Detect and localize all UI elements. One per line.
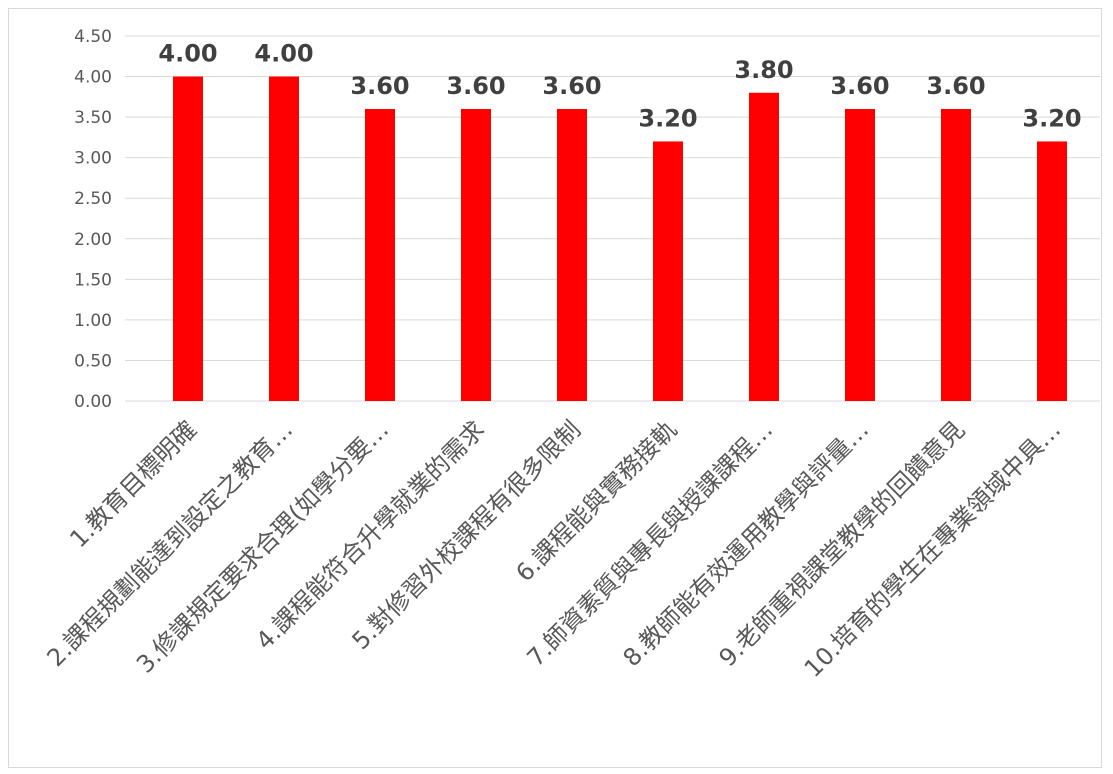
- y-tick-label: 1.50: [74, 270, 112, 290]
- data-label: 3.60: [350, 72, 409, 100]
- bars: [173, 76, 1067, 402]
- bar: [365, 109, 395, 401]
- bar: [1037, 141, 1067, 401]
- x-axis-labels: 1.教育目標明確2.課程規劃能達到設定之教育…3.修課規定要求合理(如學分要…4…: [42, 415, 1067, 682]
- y-tick-label: 0.00: [74, 392, 112, 412]
- data-label: 3.20: [1022, 104, 1081, 132]
- bar: [173, 76, 203, 402]
- y-tick-label: 1.00: [74, 311, 112, 331]
- bar: [749, 92, 779, 402]
- bar: [557, 109, 587, 401]
- data-label: 3.60: [926, 72, 985, 100]
- y-tick-label: 3.00: [74, 149, 112, 169]
- data-label: 3.60: [446, 72, 505, 100]
- y-tick-label: 4.50: [74, 27, 112, 47]
- bar: [941, 109, 971, 401]
- y-tick-label: 2.00: [74, 230, 112, 250]
- bar: [653, 141, 683, 401]
- data-label: 4.00: [158, 40, 217, 68]
- data-label: 3.60: [830, 72, 889, 100]
- y-tick-label: 3.50: [74, 108, 112, 128]
- bar: [269, 76, 299, 402]
- bar: [461, 109, 491, 401]
- data-label: 3.60: [542, 72, 601, 100]
- data-label: 4.00: [254, 40, 313, 68]
- y-axis-ticks: 0.00 0.50 1.00 1.50 2.00 2.50 3.00 3.50 4.00 4.50: [74, 27, 112, 412]
- data-label: 3.20: [638, 104, 697, 132]
- y-tick-label: 0.50: [74, 351, 112, 371]
- x-tick-label: 6.課程能與實務接軌: [510, 415, 682, 587]
- y-tick-label: 2.50: [74, 189, 112, 209]
- bar: [845, 109, 875, 401]
- y-tick-label: 4.00: [74, 68, 112, 88]
- data-labels: 4.00 4.00 3.60 3.60 3.60 3.20 3.80 3.60 3.60 3.20: [158, 40, 1081, 133]
- data-label: 3.80: [734, 56, 793, 84]
